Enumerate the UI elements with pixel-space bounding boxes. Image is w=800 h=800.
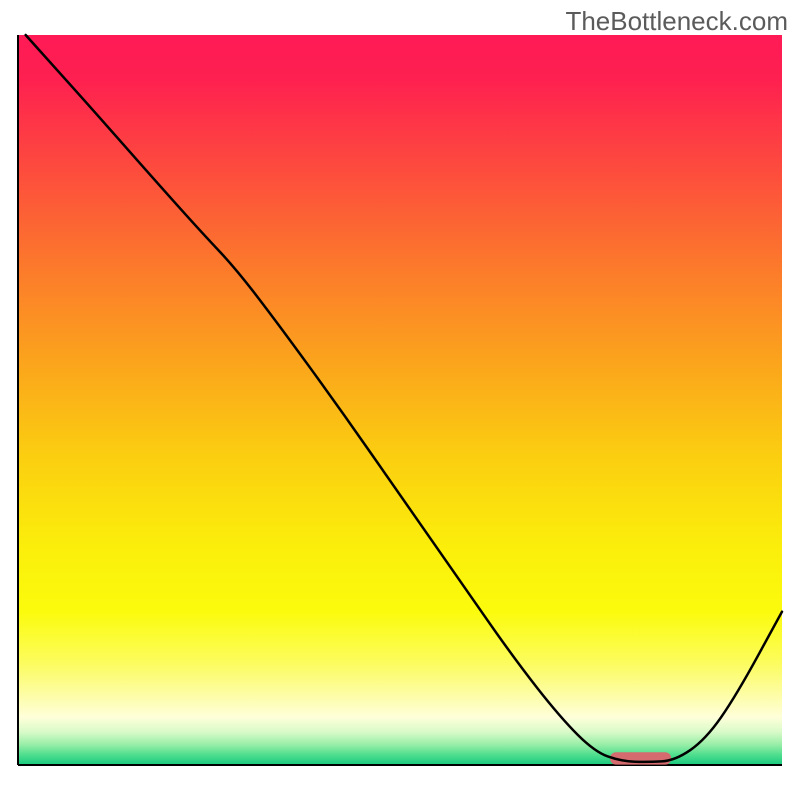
gradient-line-chart — [0, 0, 800, 800]
gradient-background — [18, 35, 782, 765]
watermark-text: TheBottleneck.com — [565, 6, 788, 37]
chart-container: TheBottleneck.com — [0, 0, 800, 800]
